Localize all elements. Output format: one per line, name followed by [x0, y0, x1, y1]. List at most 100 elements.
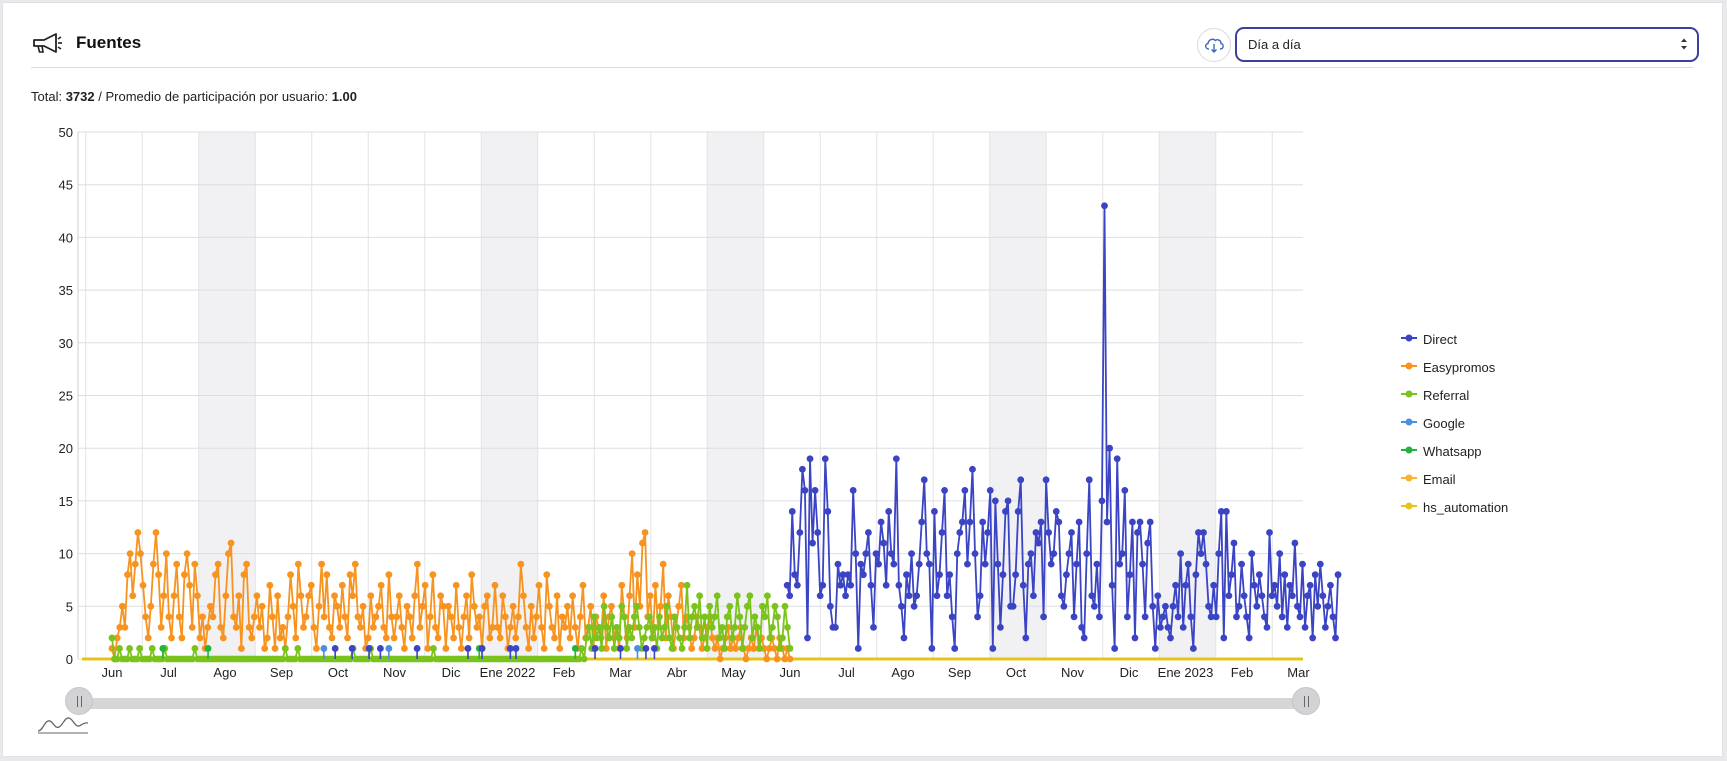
data-point: [108, 634, 116, 642]
data-point: [408, 634, 416, 642]
data-point: [191, 560, 199, 568]
data-point: [424, 645, 432, 652]
data-point: [1309, 634, 1317, 642]
data-point: [372, 613, 380, 621]
data-point: [551, 634, 558, 642]
data-point: [630, 613, 638, 621]
data-point: [731, 623, 739, 631]
data-point: [204, 623, 212, 631]
data-point: [728, 634, 736, 642]
data-point: [566, 634, 574, 642]
data-point: [796, 529, 804, 536]
data-point: [683, 581, 691, 589]
data-point: [1080, 634, 1088, 642]
data-point: [816, 592, 824, 600]
data-point: [1106, 444, 1113, 452]
data-point: [1255, 571, 1263, 579]
data-point: [214, 560, 222, 568]
data-point: [676, 634, 683, 642]
data-point: [1004, 497, 1012, 505]
data-point: [620, 613, 628, 621]
data-point: [628, 550, 636, 557]
data-point: [648, 634, 656, 642]
data-point: [999, 571, 1007, 579]
data-point: [979, 518, 987, 526]
data-point: [514, 613, 522, 621]
data-point: [733, 592, 741, 600]
data-point: [1306, 581, 1314, 589]
x-tick-label: Jun: [102, 665, 123, 680]
data-point: [385, 645, 393, 652]
data-point: [1121, 486, 1129, 494]
x-tick-label: Dic: [442, 665, 461, 680]
data-point: [688, 645, 696, 652]
data-point: [905, 592, 913, 600]
data-point: [341, 613, 349, 621]
data-point: [390, 634, 398, 642]
data-point: [318, 560, 326, 568]
average-value: 1.00: [331, 89, 358, 104]
data-point: [925, 560, 933, 568]
data-point: [783, 581, 791, 589]
navigator-track[interactable]: [77, 698, 1310, 709]
data-point: [1238, 560, 1245, 568]
data-point: [1103, 518, 1111, 526]
data-point: [727, 645, 734, 652]
data-point: [320, 645, 328, 652]
sources-line-chart: 0 5 10 15 20 25 30 35 40 45 50 Jun Jul Ago Sep Oct Nov Di…: [59, 125, 1342, 680]
data-point: [882, 581, 890, 589]
data-point: [603, 623, 611, 631]
data-point: [756, 645, 764, 652]
data-point: [1205, 602, 1212, 610]
data-point: [294, 560, 302, 568]
data-point: [1228, 571, 1235, 579]
data-point: [633, 602, 641, 610]
data-point: [771, 645, 778, 652]
data-point: [142, 613, 150, 621]
x-tick-label: Oct: [1006, 665, 1027, 680]
data-point: [1288, 592, 1296, 600]
data-point: [364, 634, 372, 642]
cloud-download-icon: [1204, 38, 1224, 53]
data-point: [146, 655, 154, 663]
data-point: [928, 645, 936, 652]
data-point: [1078, 623, 1086, 631]
data-point: [781, 602, 789, 610]
data-point: [271, 645, 279, 652]
data-point: [385, 571, 393, 579]
data-point: [994, 560, 1002, 568]
data-point: [849, 486, 857, 494]
data-point: [1123, 613, 1131, 621]
data-point: [292, 634, 300, 642]
data-point: [1233, 613, 1240, 621]
data-point: [1014, 508, 1022, 515]
data-point: [1276, 550, 1284, 557]
data-point: [875, 560, 882, 568]
data-point: [964, 560, 971, 568]
data-point: [1090, 602, 1098, 610]
data-point: [382, 634, 390, 642]
legend-swatch: [1401, 390, 1417, 398]
data-point: [696, 592, 703, 600]
data-point: [1324, 602, 1332, 610]
data-point: [1141, 613, 1149, 621]
data-point: [832, 623, 839, 631]
data-point: [284, 613, 292, 621]
data-point: [668, 645, 676, 652]
legend-swatch: [1401, 502, 1417, 510]
navigator-right-handle[interactable]: [1292, 687, 1320, 715]
data-point: [144, 634, 152, 642]
data-point: [1022, 634, 1030, 642]
data-point: [1278, 613, 1286, 621]
data-point: [1329, 613, 1337, 621]
data-point: [525, 645, 533, 652]
data-point: [951, 645, 959, 652]
period-select[interactable]: Día a día: [1235, 27, 1699, 62]
download-button[interactable]: [1197, 28, 1231, 62]
data-point: [320, 613, 328, 621]
navigator-left-handle[interactable]: [65, 687, 93, 715]
data-point: [711, 645, 719, 652]
range-navigator[interactable]: [65, 687, 1320, 717]
data-point: [1042, 476, 1050, 484]
data-point: [625, 623, 633, 631]
